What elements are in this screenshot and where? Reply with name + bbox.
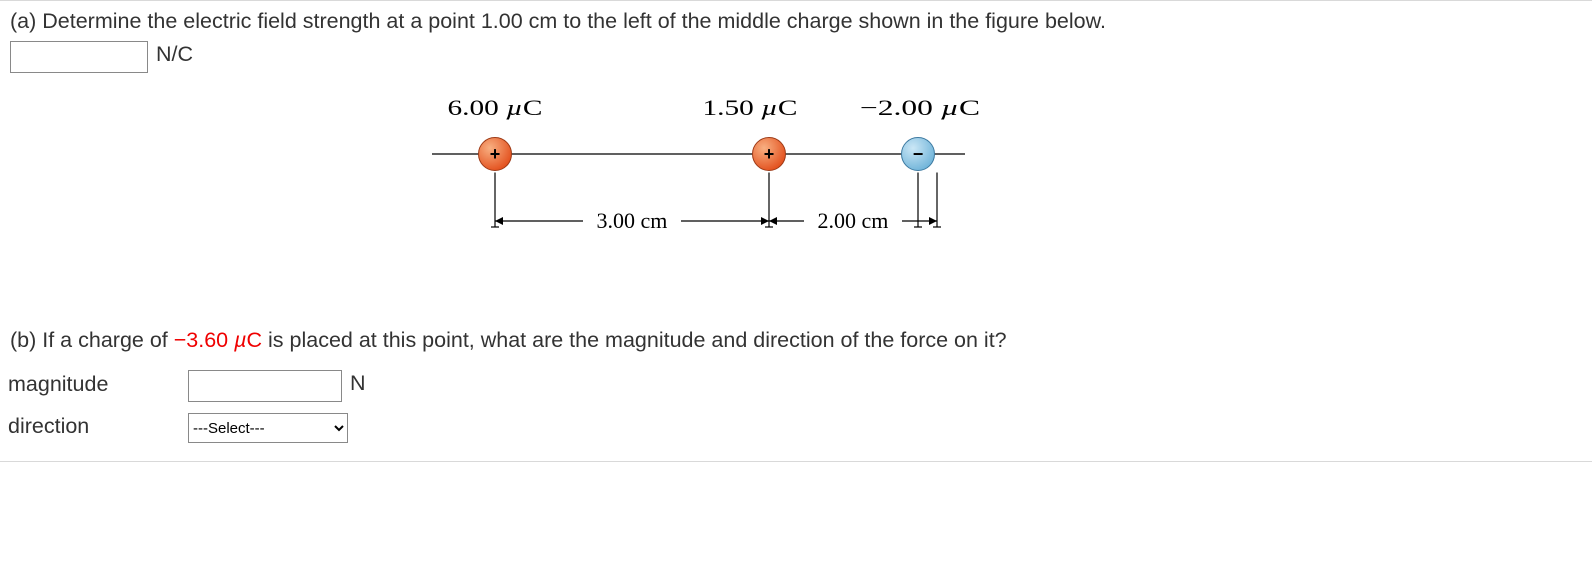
part-a-answer-row: N/C (0, 38, 1592, 73)
direction-row: direction ---Select--- (8, 406, 366, 448)
svg-text:1.50 µC: 1.50 µC (703, 95, 798, 120)
magnitude-row: magnitude N (8, 363, 366, 406)
part-b-answer-table: magnitude N direction ---Select--- (8, 363, 366, 448)
svg-text:2.00 cm: 2.00 cm (818, 208, 889, 233)
part-b-text-before: If a charge of (42, 328, 173, 352)
figure: 6.00 µC 1.50 µC −2.00 µC + + − 3.00 cm 2.00 cm (220, 93, 1592, 293)
direction-label: direction (8, 406, 188, 448)
part-a-question: (a) Determine the electric field strengt… (0, 5, 1592, 38)
figure-svg: 6.00 µC 1.50 µC −2.00 µC + + − 3.00 cm 2.00 cm (220, 93, 980, 283)
svg-text:+: + (764, 144, 775, 164)
part-a-unit: N/C (156, 42, 193, 66)
part-a-text: Determine the electric field strength at… (42, 9, 1106, 33)
svg-text:+: + (490, 144, 501, 164)
part-b-text-after: is placed at this point, what are the ma… (262, 328, 1007, 352)
part-b-question: (b) If a charge of −3.60 µC is placed at… (0, 324, 1592, 357)
svg-text:6.00 µC: 6.00 µC (448, 95, 543, 120)
magnitude-input[interactable] (188, 370, 342, 402)
magnitude-label: magnitude (8, 363, 188, 406)
part-b-charge: −3.60 µC (174, 328, 262, 352)
part-a-answer-input[interactable] (10, 41, 148, 73)
svg-text:−: − (913, 144, 924, 164)
part-a-label: (a) (10, 9, 36, 33)
direction-select[interactable]: ---Select--- (188, 413, 348, 443)
svg-text:3.00 cm: 3.00 cm (597, 208, 668, 233)
part-b-label: (b) (10, 328, 36, 352)
svg-text:−2.00 µC: −2.00 µC (860, 95, 980, 120)
magnitude-unit: N (350, 371, 366, 395)
